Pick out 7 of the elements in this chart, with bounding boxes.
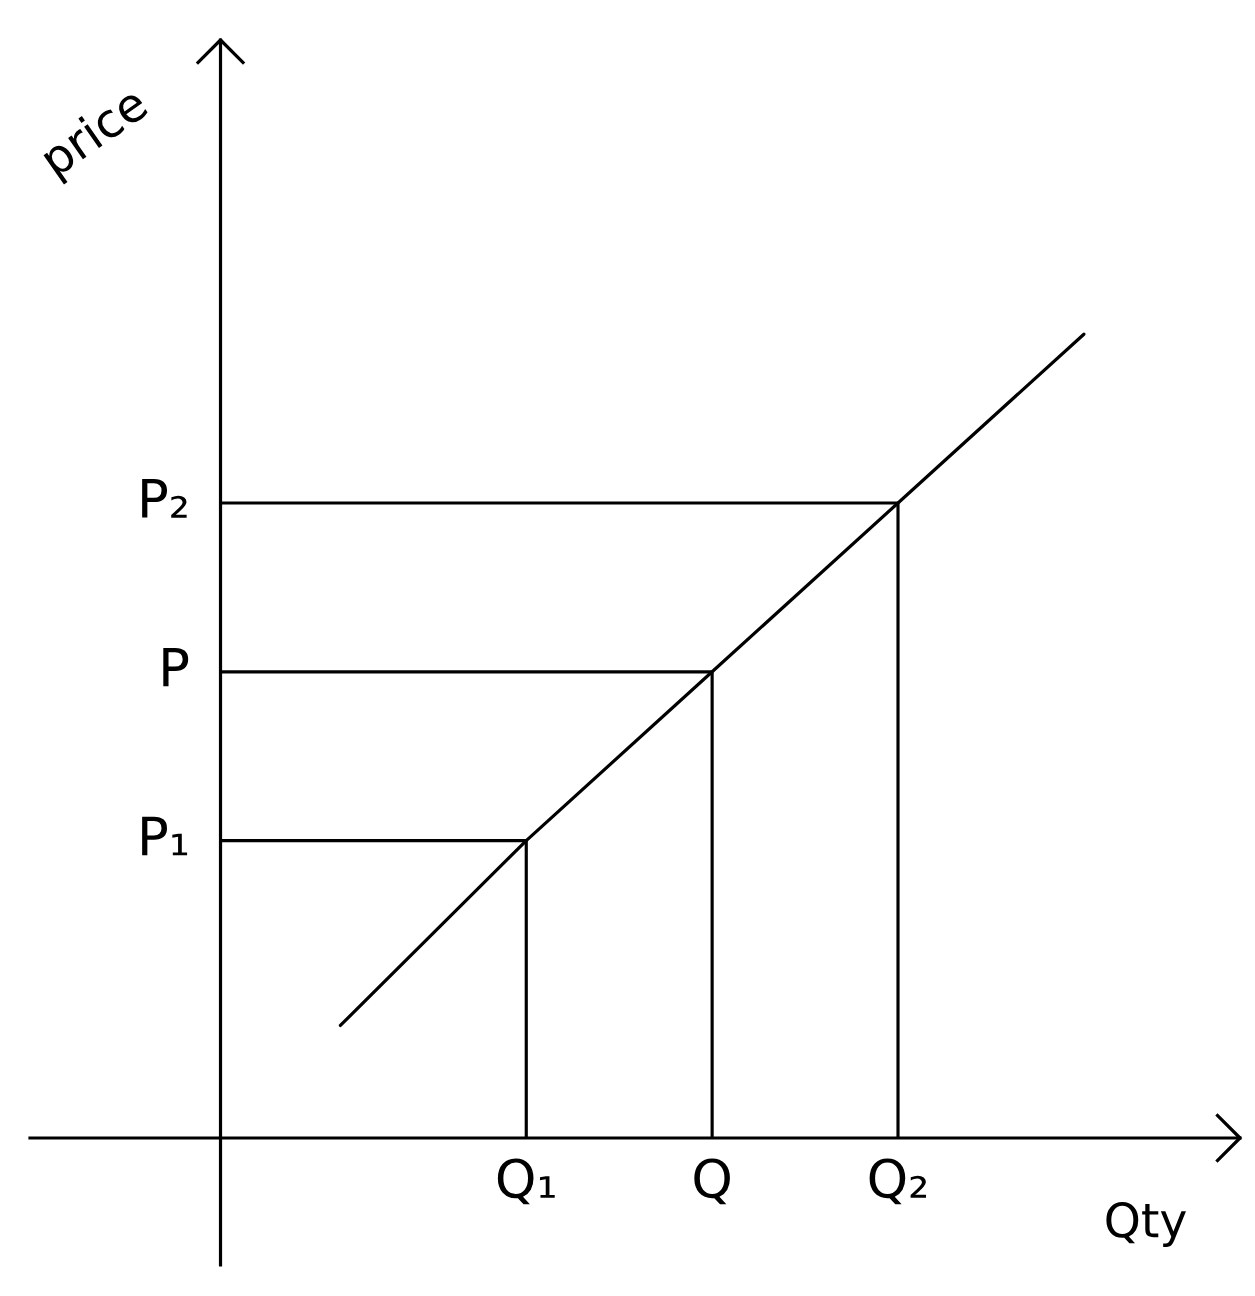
x-tick-label: Q [694,1158,730,1205]
ref-line-label: P₂ [142,479,187,518]
ref-line-label: P₁ [142,816,188,856]
x-tick-label: Q₁ [497,1158,555,1205]
x-axis-title: Qty [1106,1202,1186,1247]
ref-line-label: P [163,647,189,687]
x-tick-label: Q₂ [869,1158,927,1205]
